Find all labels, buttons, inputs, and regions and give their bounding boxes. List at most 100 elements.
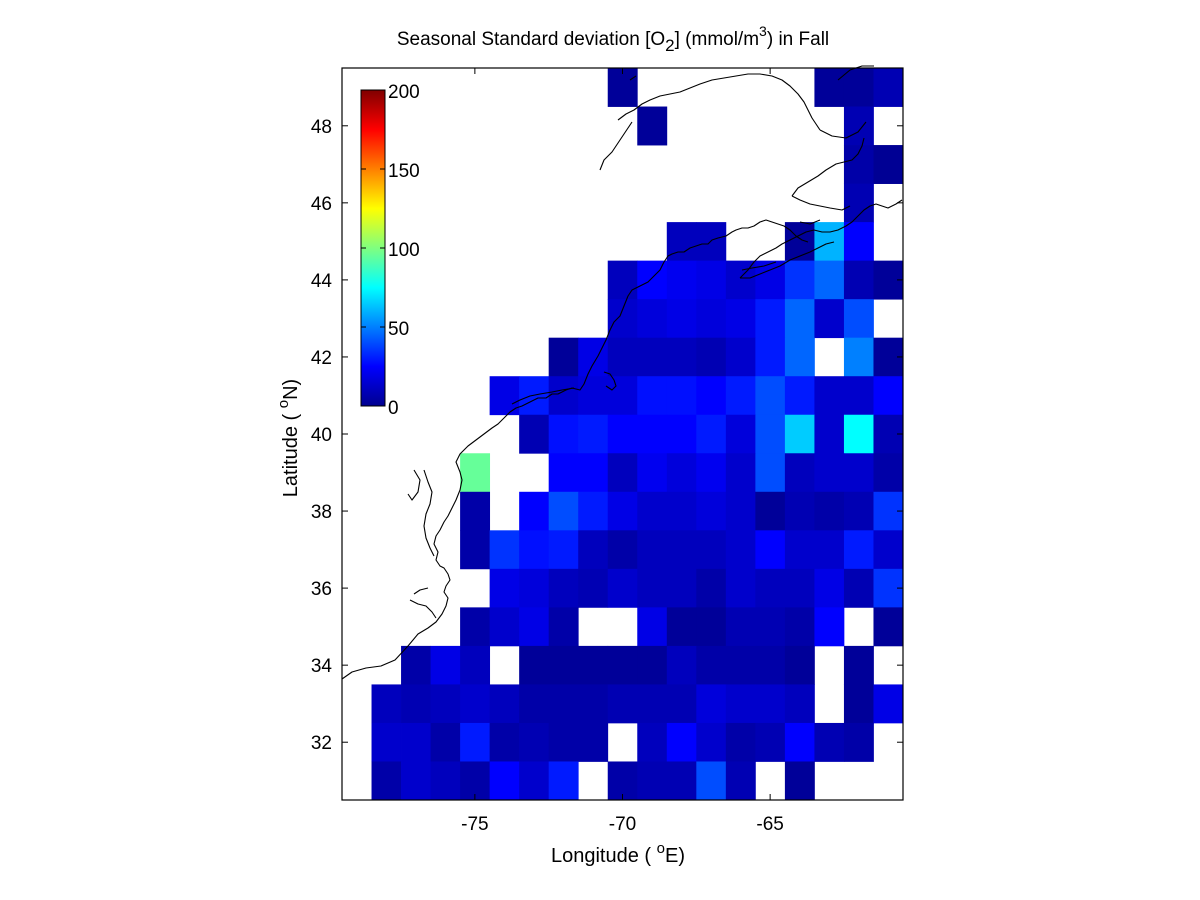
map-cell xyxy=(696,568,727,608)
map-cell xyxy=(696,337,727,377)
colorbar-tick-label: 0 xyxy=(388,398,399,419)
map-cell xyxy=(666,260,697,300)
map-cell xyxy=(548,607,579,647)
map-cell xyxy=(666,607,697,647)
map-cell xyxy=(784,337,815,377)
map-cell xyxy=(489,684,520,724)
map-cell xyxy=(696,453,727,493)
map-cell xyxy=(637,414,668,454)
map-cell xyxy=(607,645,638,685)
map-cell xyxy=(843,183,874,223)
map-cell xyxy=(843,530,874,570)
map-cell xyxy=(489,722,520,762)
map-cell xyxy=(607,453,638,493)
map-cell xyxy=(725,530,756,570)
map-cell xyxy=(489,530,520,570)
map-cell xyxy=(784,260,815,300)
map-cell xyxy=(548,376,579,416)
map-cell xyxy=(489,761,520,801)
map-cell xyxy=(637,530,668,570)
map-cell xyxy=(607,684,638,724)
map-cell xyxy=(696,530,727,570)
map-cell xyxy=(696,684,727,724)
map-cell xyxy=(755,722,786,762)
coastline-gulf-st-lawrence xyxy=(599,65,874,171)
map-cell xyxy=(696,299,727,339)
map-cell xyxy=(607,337,638,377)
map-cell xyxy=(725,376,756,416)
map-cell xyxy=(637,491,668,531)
map-cell xyxy=(519,761,550,801)
map-cell xyxy=(637,260,668,300)
map-cell xyxy=(784,568,815,608)
map-cell xyxy=(843,299,874,339)
map-cell xyxy=(873,607,904,647)
map-cell xyxy=(637,568,668,608)
map-cell xyxy=(460,722,491,762)
coastline-pamlico xyxy=(409,587,437,619)
map-cell xyxy=(489,376,520,416)
map-cell xyxy=(666,453,697,493)
map-cell xyxy=(873,684,904,724)
map-cell xyxy=(696,722,727,762)
map-cell xyxy=(755,645,786,685)
map-cell xyxy=(784,453,815,493)
map-cell xyxy=(607,761,638,801)
map-cell xyxy=(607,491,638,531)
map-cell xyxy=(843,568,874,608)
chart-title: Seasonal Standard deviation [O2] (mmol/m… xyxy=(397,23,829,55)
map-cell xyxy=(696,260,727,300)
map-cell xyxy=(784,607,815,647)
map-cell xyxy=(607,68,638,107)
map-cell xyxy=(578,722,609,762)
map-cell xyxy=(873,530,904,570)
map-cell xyxy=(401,722,431,762)
map-cell xyxy=(548,722,579,762)
map-cell xyxy=(578,568,609,608)
coastline-chesapeake xyxy=(407,469,435,557)
map-cell xyxy=(637,337,668,377)
map-cell xyxy=(666,299,697,339)
y-axis: 32 34 36 38 40 42 44 46 48 xyxy=(311,117,903,754)
map-cell xyxy=(548,568,579,608)
map-cell xyxy=(873,453,904,493)
map-cell xyxy=(548,491,579,531)
map-cell xyxy=(548,645,579,685)
map-cell xyxy=(814,414,845,454)
title-subscript: 2 xyxy=(665,36,674,55)
y-tick-label: 46 xyxy=(311,194,332,215)
map-cell xyxy=(755,453,786,493)
map-cell xyxy=(430,722,461,762)
map-cell xyxy=(843,222,874,262)
map-cell xyxy=(843,145,874,184)
y-axis-label: Latitude ( oN) xyxy=(275,379,302,497)
map-cell xyxy=(814,222,845,262)
colorbar-tick-label: 50 xyxy=(388,319,409,340)
map-cell xyxy=(725,299,756,339)
map-cell xyxy=(696,607,727,647)
map-cell xyxy=(814,568,845,608)
map-cell xyxy=(755,376,786,416)
map-cell xyxy=(607,299,638,339)
map-cell xyxy=(519,568,550,608)
map-cell xyxy=(371,761,402,801)
map-cell xyxy=(784,299,815,339)
map-cell xyxy=(755,607,786,647)
map-cell xyxy=(725,761,756,801)
map-cell xyxy=(755,568,786,608)
xlabel-degree: o xyxy=(657,840,665,857)
map-cell xyxy=(578,684,609,724)
colorbar-tick-label: 200 xyxy=(388,82,420,103)
coastline-cape-cod xyxy=(603,371,617,391)
map-cell xyxy=(725,337,756,377)
map-cell xyxy=(873,376,904,416)
map-cell xyxy=(843,68,874,107)
title-unit-post: ) in Fall xyxy=(767,29,829,50)
map-cell xyxy=(637,299,668,339)
map-cell xyxy=(548,761,579,801)
map-cell xyxy=(843,645,874,685)
map-cell xyxy=(696,761,727,801)
map-cell xyxy=(843,684,874,724)
map-cell xyxy=(578,453,609,493)
map-cell xyxy=(784,645,815,685)
